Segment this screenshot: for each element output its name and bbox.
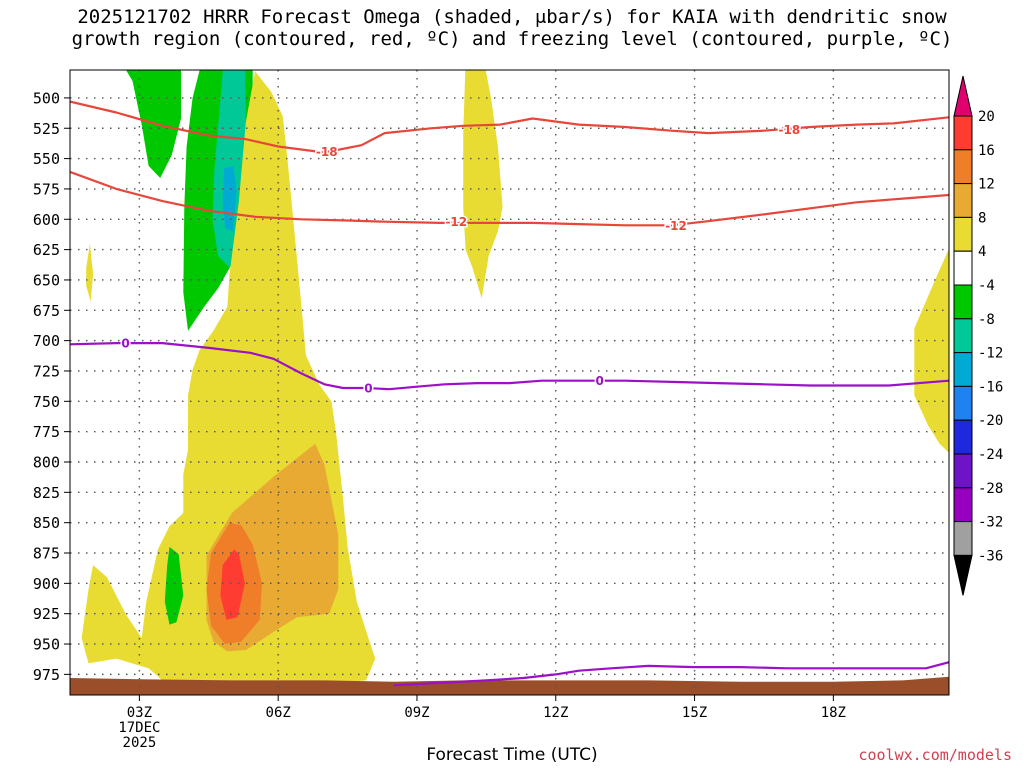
colorbar-bin--24to-20	[953, 419, 973, 455]
y-tick-label-500: 500	[33, 89, 60, 107]
y-tick-label-725: 725	[33, 362, 60, 380]
contour-freezing-level	[70, 342, 949, 391]
contour-label-dgz-upper-label2: -18	[779, 123, 801, 137]
y-tick-label-600: 600	[33, 211, 60, 229]
y-tick-label-525: 525	[33, 120, 60, 138]
colorbar-label--4: -4	[978, 278, 995, 294]
colorbar-label--16: -16	[978, 379, 1003, 395]
colorbar-label--20: -20	[978, 413, 1003, 429]
colorbar-bin-16to20	[953, 115, 973, 151]
contour-freezing-near-surface	[393, 661, 949, 687]
y-tick-label-850: 850	[33, 514, 60, 532]
colorbar-bin--28to-24	[953, 453, 973, 489]
y-tick-label-700: 700	[33, 332, 60, 350]
x-tick-label-18Z: 18Z	[821, 705, 846, 721]
colorbar: 20 16 12 8 4 -4 -8 -12 -16 -20 -24 -28 -32 -36	[953, 75, 1003, 596]
colorbar-label-8: 8	[978, 210, 986, 226]
shaded-region-green-upper-left	[125, 70, 181, 178]
y-axis: 500 525 550 575 600 625 650 675 700 725 750 775 800 8…	[33, 89, 70, 684]
grid-lines	[70, 70, 949, 695]
contour-label-dgz-upper: -18	[316, 145, 338, 159]
x-tick-label-06Z: 06Z	[266, 705, 291, 721]
omega-shading	[0, 70, 949, 686]
contour-dgz-lower	[70, 170, 949, 227]
colorbar-label-12: 12	[978, 177, 995, 193]
y-tick-label-625: 625	[33, 241, 60, 259]
y-tick-label-775: 775	[33, 423, 60, 441]
x-tick-label-12Z: 12Z	[543, 705, 568, 721]
colorbar-bin--20to-16	[953, 385, 973, 421]
shaded-region-yellow-upper-right	[463, 70, 503, 299]
ground-surface	[70, 676, 949, 695]
colorbar-bin-4to8	[953, 216, 973, 252]
shaded-region-red-core	[220, 549, 245, 620]
colorbar-bin--36to-32	[953, 521, 973, 556]
x-axis-label: Forecast Time (UTC)	[426, 745, 598, 765]
colorbar-bin-8to12	[953, 183, 973, 218]
colorbar-bin-12to16	[953, 149, 973, 185]
colorbar-bottom-arrow	[953, 554, 973, 596]
contour-dgz-upper	[70, 100, 949, 154]
title-line-1: 2025121702 HRRR Forecast Omega (shaded, …	[77, 6, 947, 28]
title-line-2: growth region (contoured, red, ºC) and f…	[71, 28, 953, 50]
x-tick-label-15Z: 15Z	[682, 705, 707, 721]
contour-label-freezing-label3: 0	[596, 374, 604, 388]
colorbar-label--32: -32	[978, 515, 1003, 531]
y-tick-label-925: 925	[33, 605, 60, 623]
y-tick-label-875: 875	[33, 545, 60, 563]
y-tick-label-575: 575	[33, 180, 60, 198]
y-tick-label-975: 975	[33, 666, 60, 684]
colorbar-label--24: -24	[978, 447, 1003, 463]
colorbar-bin--12to-8	[953, 318, 973, 354]
x-tick-label-03Z: 03Z	[127, 705, 152, 721]
shaded-region-yellow-far-right	[914, 248, 949, 453]
chart-title: 2025121702 HRRR Forecast Omega (shaded, …	[0, 6, 1024, 50]
x-tick-label-09Z: 09Z	[404, 705, 429, 721]
colorbar-bin--32to-28	[953, 487, 973, 523]
colorbar-label-4: 4	[978, 244, 986, 260]
colorbar-top-arrow	[953, 75, 973, 117]
contour-label-freezing-label2: 0	[364, 381, 372, 395]
colorbar-label--28: -28	[978, 481, 1003, 497]
shaded-region-yellow-small-tick	[86, 243, 94, 302]
contour-label-freezing-level: 0	[121, 337, 129, 351]
y-tick-label-950: 950	[33, 636, 60, 654]
x-tick-label-2025: 2025	[123, 735, 157, 751]
y-tick-label-825: 825	[33, 484, 60, 502]
colorbar-bin--8to-4	[953, 284, 973, 320]
colorbar-label-20: 20	[978, 109, 995, 125]
colorbar-label--8: -8	[978, 312, 995, 328]
contour-lines: -18 -18 -12 -12 0 0 0	[70, 100, 949, 687]
shaded-region-green-small-blob	[164, 546, 184, 625]
contour-label-dgz-lower: -12	[445, 215, 467, 229]
y-tick-label-675: 675	[33, 302, 60, 320]
y-tick-label-750: 750	[33, 393, 60, 411]
credit-link[interactable]: coolwx.com/models	[858, 746, 1012, 764]
shaded-region-yellow-left-blob	[0, 401, 9, 565]
ground-fill	[70, 676, 949, 695]
y-tick-label-800: 800	[33, 453, 60, 471]
y-tick-label-650: 650	[33, 271, 60, 289]
y-tick-label-900: 900	[33, 575, 60, 593]
plot-frame	[69, 69, 950, 696]
colorbar-label-16: 16	[978, 143, 995, 159]
colorbar-bin--4to4	[953, 250, 973, 286]
colorbar-bin--16to-12	[953, 352, 973, 387]
plot-area: -18 -18 -12 -12 0 0 0	[0, 70, 949, 695]
colorbar-label--36: -36	[978, 548, 1003, 564]
x-tick-label-17DEC: 17DEC	[118, 720, 160, 736]
y-tick-label-550: 550	[33, 150, 60, 168]
colorbar-label--12: -12	[978, 346, 1003, 362]
contour-label-dgz-lower-label2: -12	[665, 219, 687, 233]
